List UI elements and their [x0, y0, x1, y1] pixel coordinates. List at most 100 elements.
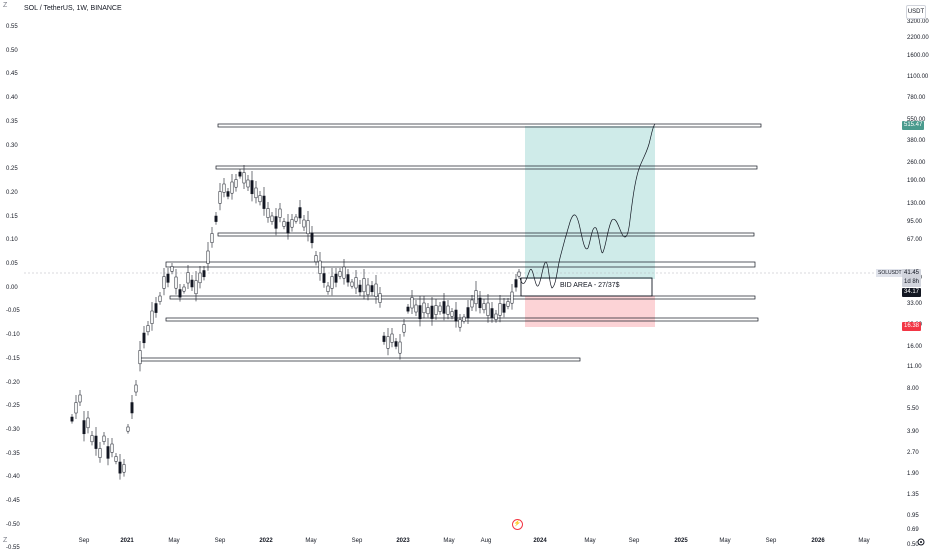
right-axis-tick: 8.00	[907, 386, 919, 392]
candle-body	[166, 273, 170, 283]
time-axis[interactable]: Sep 2021 May Sep 2022 May Sep 2023 May Aug 2024 May…	[0, 536, 932, 550]
candle-body	[322, 273, 326, 283]
time-axis-label: May	[443, 538, 455, 544]
time-axis-label: Sep	[351, 538, 363, 544]
candle-body	[90, 435, 94, 443]
entry-price-badge: 34.17	[902, 288, 922, 297]
chart-title: SOL / TetherUS, 1W, BINANCE	[24, 5, 122, 12]
left-axis-tick: 0.15	[6, 213, 18, 220]
candle-body	[82, 420, 86, 435]
candle-body	[442, 301, 446, 314]
right-axis-tick: 33.00	[907, 301, 923, 307]
candle-body	[158, 295, 162, 302]
time-axis-label: Aug	[480, 538, 492, 544]
candle-body	[314, 255, 318, 263]
candle-body	[234, 179, 238, 188]
candle-body	[474, 290, 478, 305]
time-axis-label: Sep	[765, 538, 777, 544]
left-axis-tick: -0.15	[6, 355, 20, 362]
time-axis-label: 2021	[120, 538, 134, 544]
left-axis-tick: 0.20	[6, 189, 18, 196]
scale-icon[interactable]: Z	[3, 2, 8, 9]
left-axis-tick: -0.55	[6, 545, 20, 551]
candle-body	[218, 191, 222, 204]
level-box-1[interactable]	[217, 123, 762, 128]
candle-body	[142, 332, 146, 344]
bid-area-label[interactable]: BID AREA - 27/37$	[560, 282, 620, 289]
right-axis-tick: 0.95	[907, 513, 919, 519]
currency-unit-button[interactable]: USDT	[906, 5, 926, 19]
candle-body	[126, 426, 130, 432]
candle-body	[338, 271, 342, 277]
candle-body	[178, 289, 182, 298]
candle-body	[494, 313, 498, 320]
left-axis-tick: 0.55	[6, 24, 18, 30]
right-axis-tick: 550.00	[907, 117, 926, 123]
candle-body	[230, 181, 234, 194]
candle-body	[350, 281, 354, 287]
candle-body	[374, 283, 378, 297]
lightning-icon[interactable]: ⚡	[512, 519, 523, 530]
level-box-8[interactable]	[139, 357, 581, 362]
candle-body	[182, 286, 186, 292]
candle-body	[122, 464, 126, 473]
candle-body	[378, 293, 382, 303]
candle-body	[222, 183, 226, 193]
candle-body	[354, 277, 358, 289]
candle-body	[466, 307, 470, 319]
left-axis-tick: 0.45	[6, 71, 18, 78]
candle-body	[174, 276, 178, 289]
candle-body	[462, 316, 466, 322]
candle-body	[210, 233, 214, 243]
candle-body	[254, 187, 258, 199]
candle-body	[298, 207, 302, 219]
level-box-2[interactable]	[215, 165, 758, 170]
zoom-icon[interactable]: Z	[3, 537, 8, 544]
candle-body	[514, 279, 518, 288]
level-box-7[interactable]	[165, 317, 759, 322]
candle-body	[482, 303, 486, 311]
right-axis-tick: 5.50	[907, 406, 919, 412]
right-axis-tick: 1.35	[907, 492, 919, 498]
candle-body	[394, 341, 398, 347]
candle-body	[330, 276, 334, 289]
candle-body	[274, 216, 278, 229]
right-axis-tick: 1600.00	[907, 53, 929, 59]
candle-body	[98, 448, 102, 458]
candle-body	[402, 324, 406, 333]
time-axis-label: Sep	[214, 538, 226, 544]
left-axis-tick: -0.35	[6, 450, 20, 457]
level-box-6[interactable]	[169, 295, 756, 300]
time-axis-label: May	[168, 538, 180, 544]
candle-body	[426, 307, 430, 315]
left-axis-tick: 0.40	[6, 95, 18, 102]
candle-body	[346, 274, 350, 283]
left-axis-tick: -0.05	[6, 308, 20, 315]
last-price-badge: 41.45	[902, 269, 922, 278]
candle-body	[110, 443, 114, 453]
loss-zone	[525, 296, 655, 327]
time-axis-label: May	[719, 538, 731, 544]
candle-body	[490, 308, 494, 318]
level-box-4[interactable]	[165, 261, 756, 268]
right-axis-tick: 1100.00	[907, 74, 929, 80]
candle-body	[86, 417, 90, 429]
level-box-3[interactable]	[217, 232, 755, 237]
candle-body	[162, 276, 166, 289]
candle-body	[414, 304, 418, 313]
candle-body	[390, 333, 394, 343]
candle-body	[94, 435, 98, 449]
candle-body	[246, 179, 250, 188]
candle-body	[478, 297, 482, 309]
right-axis-tick: 67.00	[907, 237, 923, 243]
left-axis-tick: -0.50	[6, 521, 20, 528]
right-axis-tick: 11.00	[907, 364, 922, 370]
right-axis-tick: 0.69	[907, 527, 919, 533]
settings-gear-icon[interactable]	[915, 537, 927, 547]
left-price-axis[interactable]: 0.55 0.50 0.45 0.40 0.35 0.30 0.25 0.20 0.15 0.10…	[0, 0, 24, 551]
left-axis-tick: 0.50	[6, 47, 18, 54]
candle-body	[238, 171, 242, 177]
candle-body	[134, 384, 138, 393]
candle-body	[418, 305, 422, 320]
